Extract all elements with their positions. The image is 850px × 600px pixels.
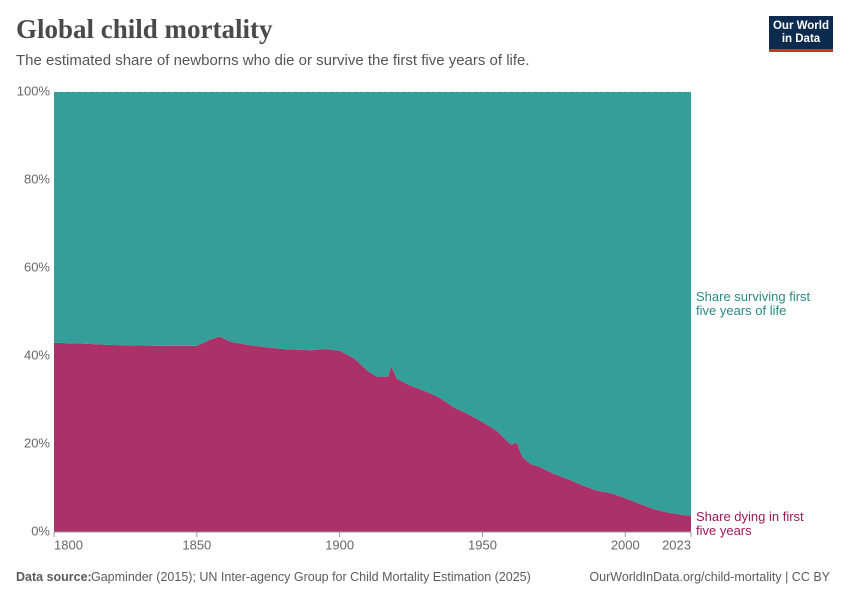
y-tick-label: 100% [17,83,51,98]
chart-subtitle: The estimated share of newborns who die … [16,52,530,69]
x-tick-label: 2000 [611,537,640,552]
x-tick-label: 2023 [662,537,691,552]
series-label: Share surviving first five years of life [696,288,811,318]
source-label: Data source: [16,570,92,584]
logo[interactable]: Our World in Data [769,16,833,52]
y-tick-label: 0% [31,523,50,538]
x-tick-label: 1900 [325,537,354,552]
y-tick-label: 80% [24,171,50,186]
area [54,336,691,532]
url[interactable]: OurWorldInData.org/child-mortality | CC … [589,570,830,584]
logo-text: Our World in Data [772,20,829,45]
x-tick-label: 1800 [54,537,83,552]
chart-title: Global child mortality [16,14,273,44]
y-tick-label: 40% [24,347,50,362]
x-tick-label: 1850 [182,537,211,552]
y-tick-label: 20% [24,435,50,450]
source: Gapminder (2015); UN Inter-agency Group … [91,570,531,584]
y-tick-label: 60% [24,259,50,274]
series-label: Share dying in first five years [696,508,804,538]
area [54,92,691,516]
x-tick-label: 1950 [468,537,497,552]
